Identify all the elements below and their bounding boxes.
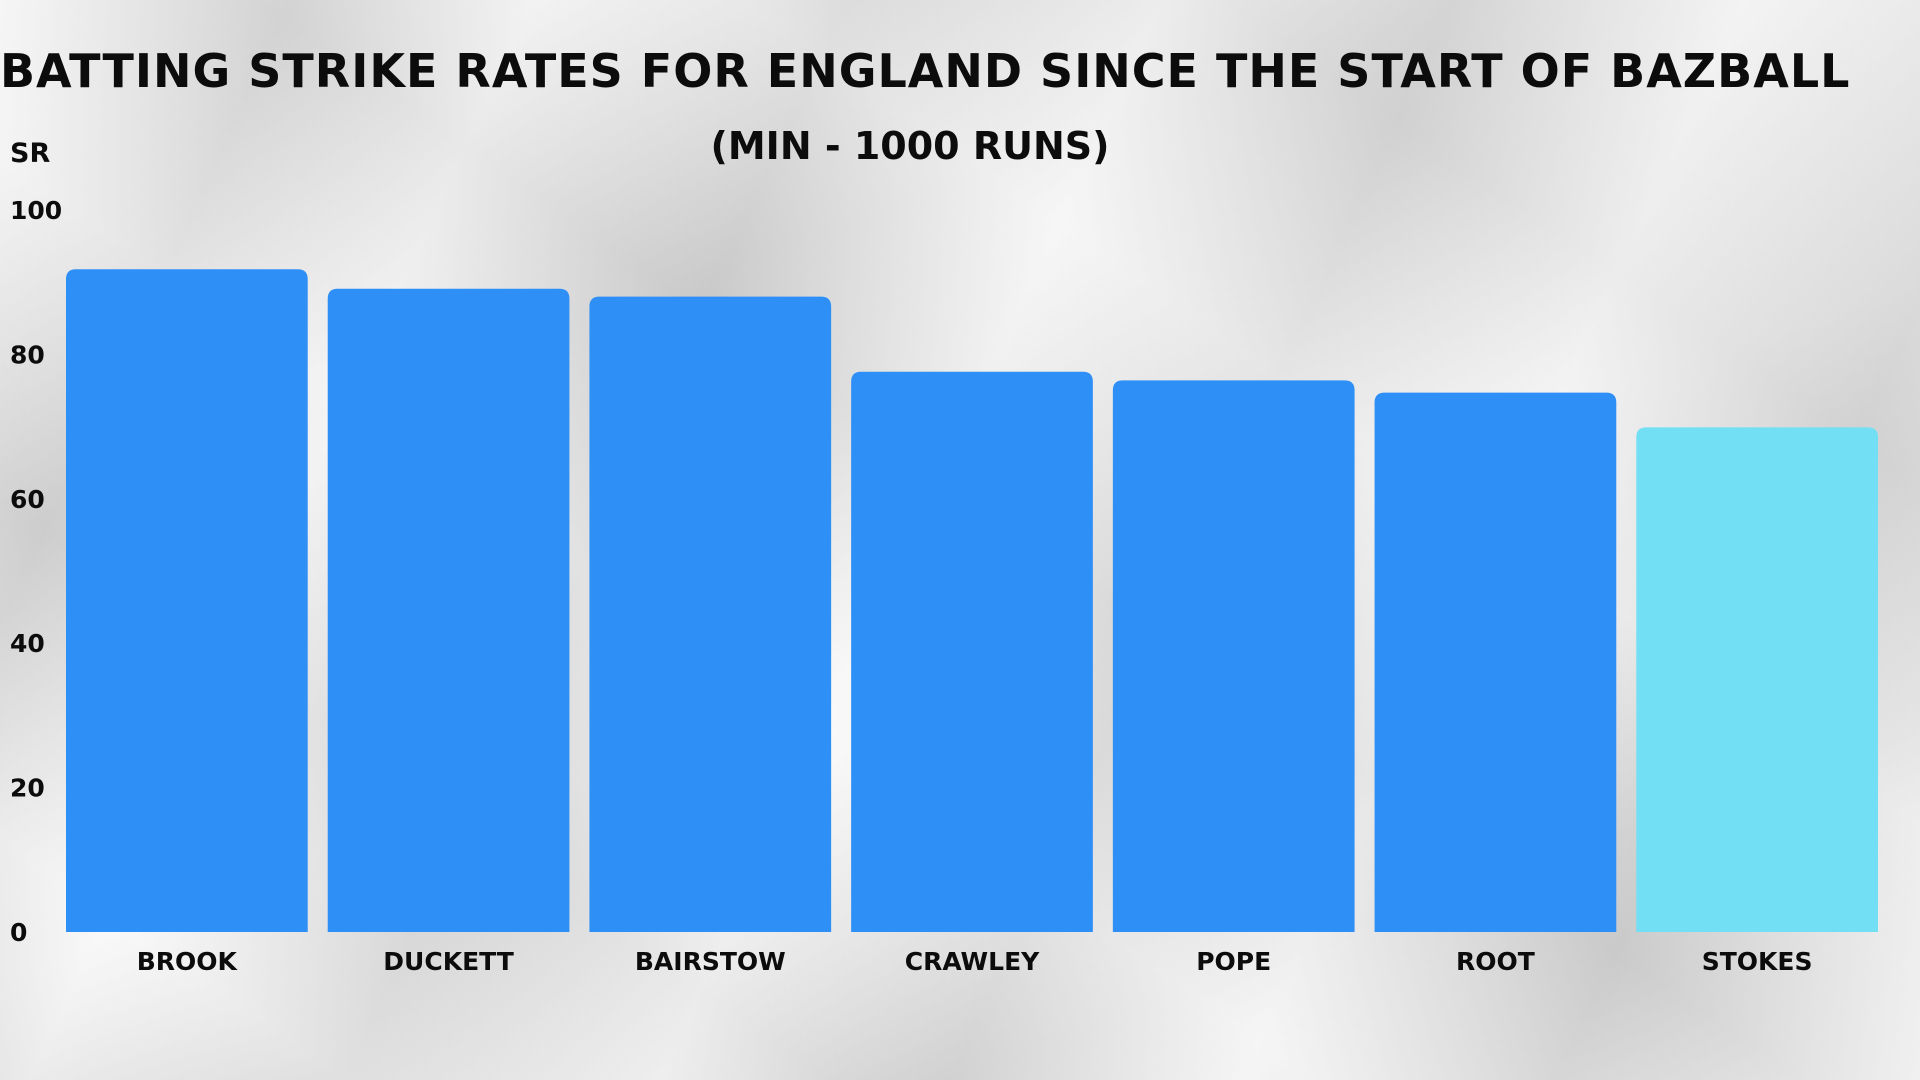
x-tick-label: BAIRSTOW bbox=[635, 947, 786, 976]
bar-bairstow bbox=[589, 296, 832, 932]
bar-stokes bbox=[1636, 427, 1878, 932]
x-tick-label: STOKES bbox=[1702, 947, 1813, 976]
x-tick-label: ROOT bbox=[1456, 947, 1535, 976]
bar-duckett bbox=[327, 288, 570, 932]
x-tick-label: POPE bbox=[1196, 947, 1271, 976]
y-tick-label: 100 bbox=[10, 196, 62, 225]
x-tick-label: DUCKETT bbox=[383, 947, 514, 976]
chart-title: BATTING STRIKE RATES FOR ENGLAND SINCE T… bbox=[0, 44, 1851, 98]
bar-root bbox=[1374, 392, 1617, 932]
x-tick-label: BROOK bbox=[137, 947, 239, 976]
bars bbox=[66, 269, 1878, 933]
x-axis-labels: BROOK DUCKETT BAIRSTOW CRAWLEY POPE ROOT STOKE… bbox=[137, 947, 1813, 976]
y-axis-title: SR bbox=[10, 138, 51, 169]
y-axis-ticks: 0 20 40 60 80 100 bbox=[10, 196, 62, 947]
x-tick-label: CRAWLEY bbox=[905, 947, 1040, 976]
y-tick-label: 80 bbox=[10, 340, 45, 369]
bar-brook bbox=[66, 269, 308, 933]
bar-pope bbox=[1112, 380, 1355, 933]
y-tick-label: 0 bbox=[10, 918, 27, 947]
chart-subtitle: (MIN - 1000 RUNS) bbox=[710, 124, 1110, 168]
y-tick-label: 60 bbox=[10, 485, 45, 514]
bar-crawley bbox=[851, 371, 1093, 932]
y-tick-label: 40 bbox=[10, 629, 45, 658]
y-tick-label: 20 bbox=[10, 774, 45, 803]
